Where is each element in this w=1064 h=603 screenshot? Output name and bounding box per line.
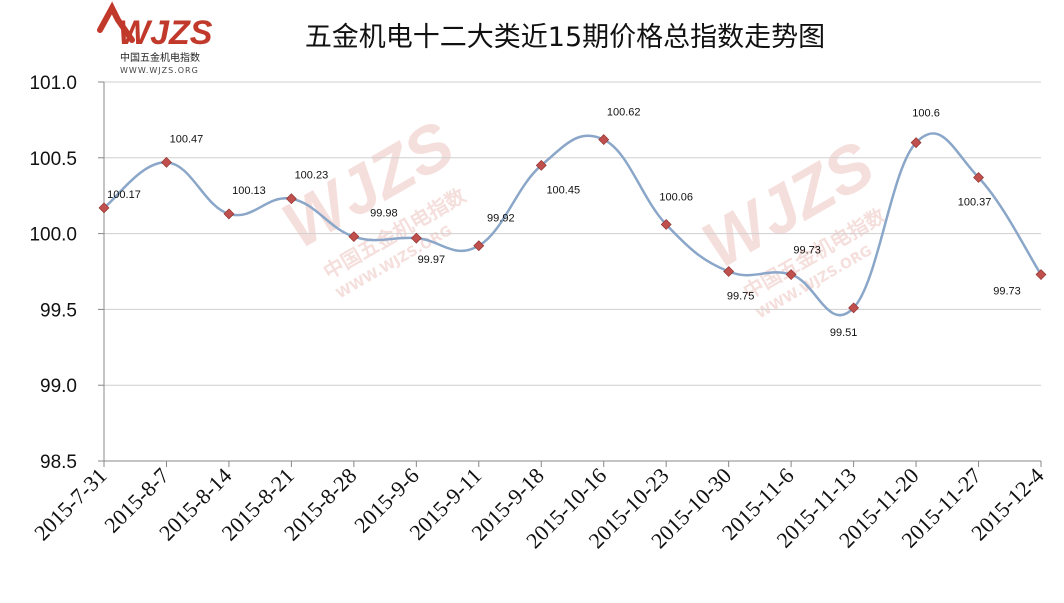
data-label: 100.06 [659,192,693,204]
series-line [103,132,1043,317]
y-tick-label: 100.5 [29,149,77,170]
y-tick-label: 99.5 [40,300,77,321]
series-markers [98,134,1047,314]
data-label: 100.17 [107,189,141,201]
data-point-marker [98,202,110,214]
y-tick-label: 98.5 [40,452,77,473]
data-label: 100.62 [607,107,641,119]
logo-subtitle: 中国五金机电指数 [120,51,200,64]
data-point-marker [410,232,422,244]
watermark-right: WJZS 中国五金机电指数 WWW.WJZS.ORG [690,126,891,322]
data-label: 100.37 [958,197,992,209]
data-point-marker [973,172,984,183]
data-label: 100.45 [546,184,580,196]
logo-arrow-icon [97,1,135,43]
data-point-marker [161,156,172,168]
x-axis-ticks: 2015-7-312015-8-72015-8-142015-8-212015-… [29,463,1048,553]
data-point-marker [1035,269,1047,280]
chart-title: 五金机电十二大类近15期价格总指数走势图 [305,22,825,53]
logo-url: WWW.WJZS.ORG [120,66,199,75]
axes [98,81,1042,467]
data-point-marker [598,134,610,146]
data-labels: 100.17 100.47 100.13 100.23 99.98 99.97 99.92 1… [107,107,1021,339]
data-point-marker [348,231,360,243]
data-point-marker [285,193,297,205]
y-tick-label: 99.0 [40,376,77,397]
logo: WJZS 中国五金机电指数 WWW.WJZS.ORG [97,1,213,75]
data-label: 99.75 [727,291,755,303]
data-point-marker [223,208,235,220]
data-label: 99.98 [370,208,398,220]
data-point-marker [848,302,860,314]
data-label: 99.51 [830,327,858,339]
data-point-marker [910,137,922,149]
data-label: 99.97 [418,254,446,266]
logo-text: WJZS [118,14,213,52]
data-label: 100.23 [295,170,329,182]
y-axis-ticks: 98.5 99.0 99.5 100.0 100.5 101.0 [29,73,77,473]
x-tick-label: 2015-7-31 [29,463,111,545]
data-label: 100.13 [232,185,266,197]
data-label: 99.92 [487,213,515,225]
y-tick-label: 100.0 [29,225,77,246]
data-point-marker [723,266,735,277]
data-label: 100.6 [912,108,940,120]
gridlines [104,81,1041,462]
y-tick-label: 101.0 [29,73,77,94]
data-label: 99.73 [793,245,821,257]
data-point-marker [660,219,672,230]
data-point-marker [785,269,797,280]
data-point-marker [473,240,485,252]
data-label: 99.73 [993,286,1021,298]
data-point-marker [535,159,547,171]
data-label: 100.47 [170,133,204,145]
series-path [103,132,1043,317]
